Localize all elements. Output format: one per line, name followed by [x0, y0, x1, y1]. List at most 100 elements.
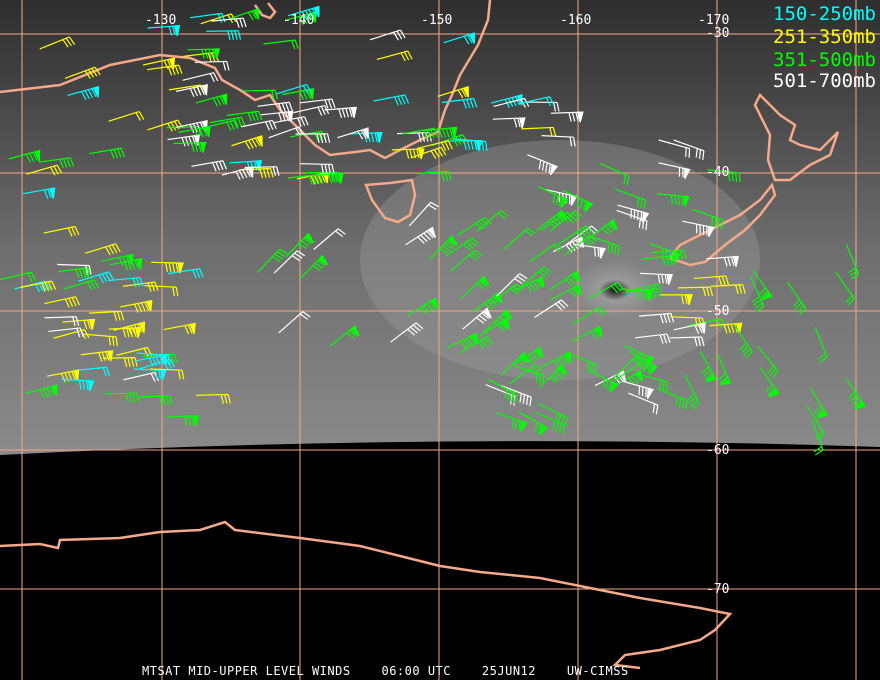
barb-feather — [796, 305, 805, 313]
barb-pennant — [571, 270, 581, 282]
barb-feather — [274, 90, 278, 100]
barb-shaft — [278, 311, 304, 334]
barb-feather — [317, 106, 323, 116]
barb-feather — [447, 171, 452, 181]
barb-feather — [313, 175, 319, 185]
barb-feather — [116, 148, 122, 158]
barb-feather — [143, 348, 149, 357]
barb-shaft — [0, 271, 32, 281]
barb-shaft — [108, 276, 141, 282]
barb-feather — [85, 380, 89, 390]
new-zealand-south-island — [667, 182, 777, 267]
wind-barb — [684, 374, 700, 410]
barb-feather — [423, 129, 428, 139]
barb-feather — [659, 380, 662, 390]
barb-feather — [51, 280, 57, 290]
barb-feather — [680, 294, 685, 305]
barb-feather — [104, 272, 111, 282]
barb-feather — [135, 112, 142, 121]
barb-shaft — [166, 126, 199, 129]
barb-feather — [568, 243, 576, 252]
barb-feather — [681, 196, 684, 206]
barb-shaft — [123, 371, 155, 381]
wind-barb — [573, 243, 606, 259]
barb-shaft — [814, 327, 828, 358]
barb-pennant — [72, 369, 80, 381]
barb-feather — [251, 10, 257, 20]
barb-shaft — [275, 83, 307, 95]
barb-feather — [49, 386, 55, 396]
barb-feather — [640, 211, 643, 222]
barb-feather — [192, 269, 197, 279]
barb-feather — [596, 308, 604, 316]
barb-feather — [545, 162, 548, 172]
barb-feather — [590, 331, 598, 339]
wind-barb — [135, 353, 168, 367]
wind-barb — [617, 204, 650, 223]
barb-feather — [101, 273, 108, 283]
barb-feather — [106, 367, 111, 377]
barb-feather — [794, 302, 803, 310]
barb-shaft — [226, 110, 259, 116]
barb-feather — [549, 127, 553, 137]
barb-feather — [319, 133, 324, 143]
barb-shaft — [26, 164, 58, 175]
barb-feather — [300, 117, 306, 127]
barb-shaft — [521, 126, 554, 130]
barb-feather — [230, 30, 235, 40]
barb-feather — [132, 393, 136, 403]
wind-barb — [527, 154, 558, 176]
barb-feather — [474, 140, 478, 150]
wind-barb — [483, 309, 513, 333]
barb-feather — [245, 168, 251, 178]
barb-feather — [462, 99, 467, 109]
barb-shaft — [811, 419, 824, 451]
barb-feather — [645, 387, 647, 398]
barb-feather — [105, 246, 111, 256]
barb-shaft — [534, 411, 565, 426]
wind-barb — [558, 225, 593, 245]
barb-feather — [98, 274, 104, 284]
barb-feather — [610, 243, 614, 254]
barb-feather — [460, 340, 467, 349]
barb-feather — [741, 345, 749, 354]
barb-feather — [583, 200, 587, 211]
barb-feather — [468, 239, 477, 247]
wind-barb — [272, 116, 309, 127]
barb-shaft — [490, 283, 517, 305]
wind-barb — [457, 216, 492, 236]
barb-feather — [46, 387, 52, 397]
barb-feather — [850, 273, 860, 280]
barb-feather — [442, 245, 451, 252]
barb-pennant — [560, 196, 569, 209]
barb-pennant — [304, 232, 315, 244]
barb-shaft — [263, 39, 296, 45]
barb-feather — [138, 111, 145, 120]
barb-feather — [190, 415, 195, 426]
barb-feather — [563, 213, 572, 221]
wind-barb — [550, 111, 584, 123]
barb-feather — [152, 357, 158, 366]
wind-barb — [443, 32, 475, 45]
barb-feather — [299, 313, 308, 320]
wind-barb — [496, 412, 528, 433]
barb-shaft — [147, 119, 178, 131]
barb-feather — [766, 384, 774, 393]
barb-feather — [87, 89, 94, 99]
barb-shaft — [196, 393, 229, 396]
barb-feather — [113, 149, 119, 159]
wind-barb — [759, 366, 780, 398]
barb-pennant — [160, 353, 168, 366]
barb-shaft — [257, 248, 281, 273]
barb-feather — [576, 231, 585, 239]
barb-shaft — [588, 235, 620, 247]
barb-feather — [449, 127, 454, 138]
barb-feather — [78, 380, 82, 390]
barb-pennant — [584, 201, 593, 213]
antarctica-coast — [0, 520, 733, 670]
barb-feather — [101, 351, 106, 362]
barb-feather — [47, 281, 53, 291]
barb-feather — [657, 283, 663, 293]
barb-feather — [721, 276, 726, 286]
barb-shaft — [565, 352, 597, 366]
